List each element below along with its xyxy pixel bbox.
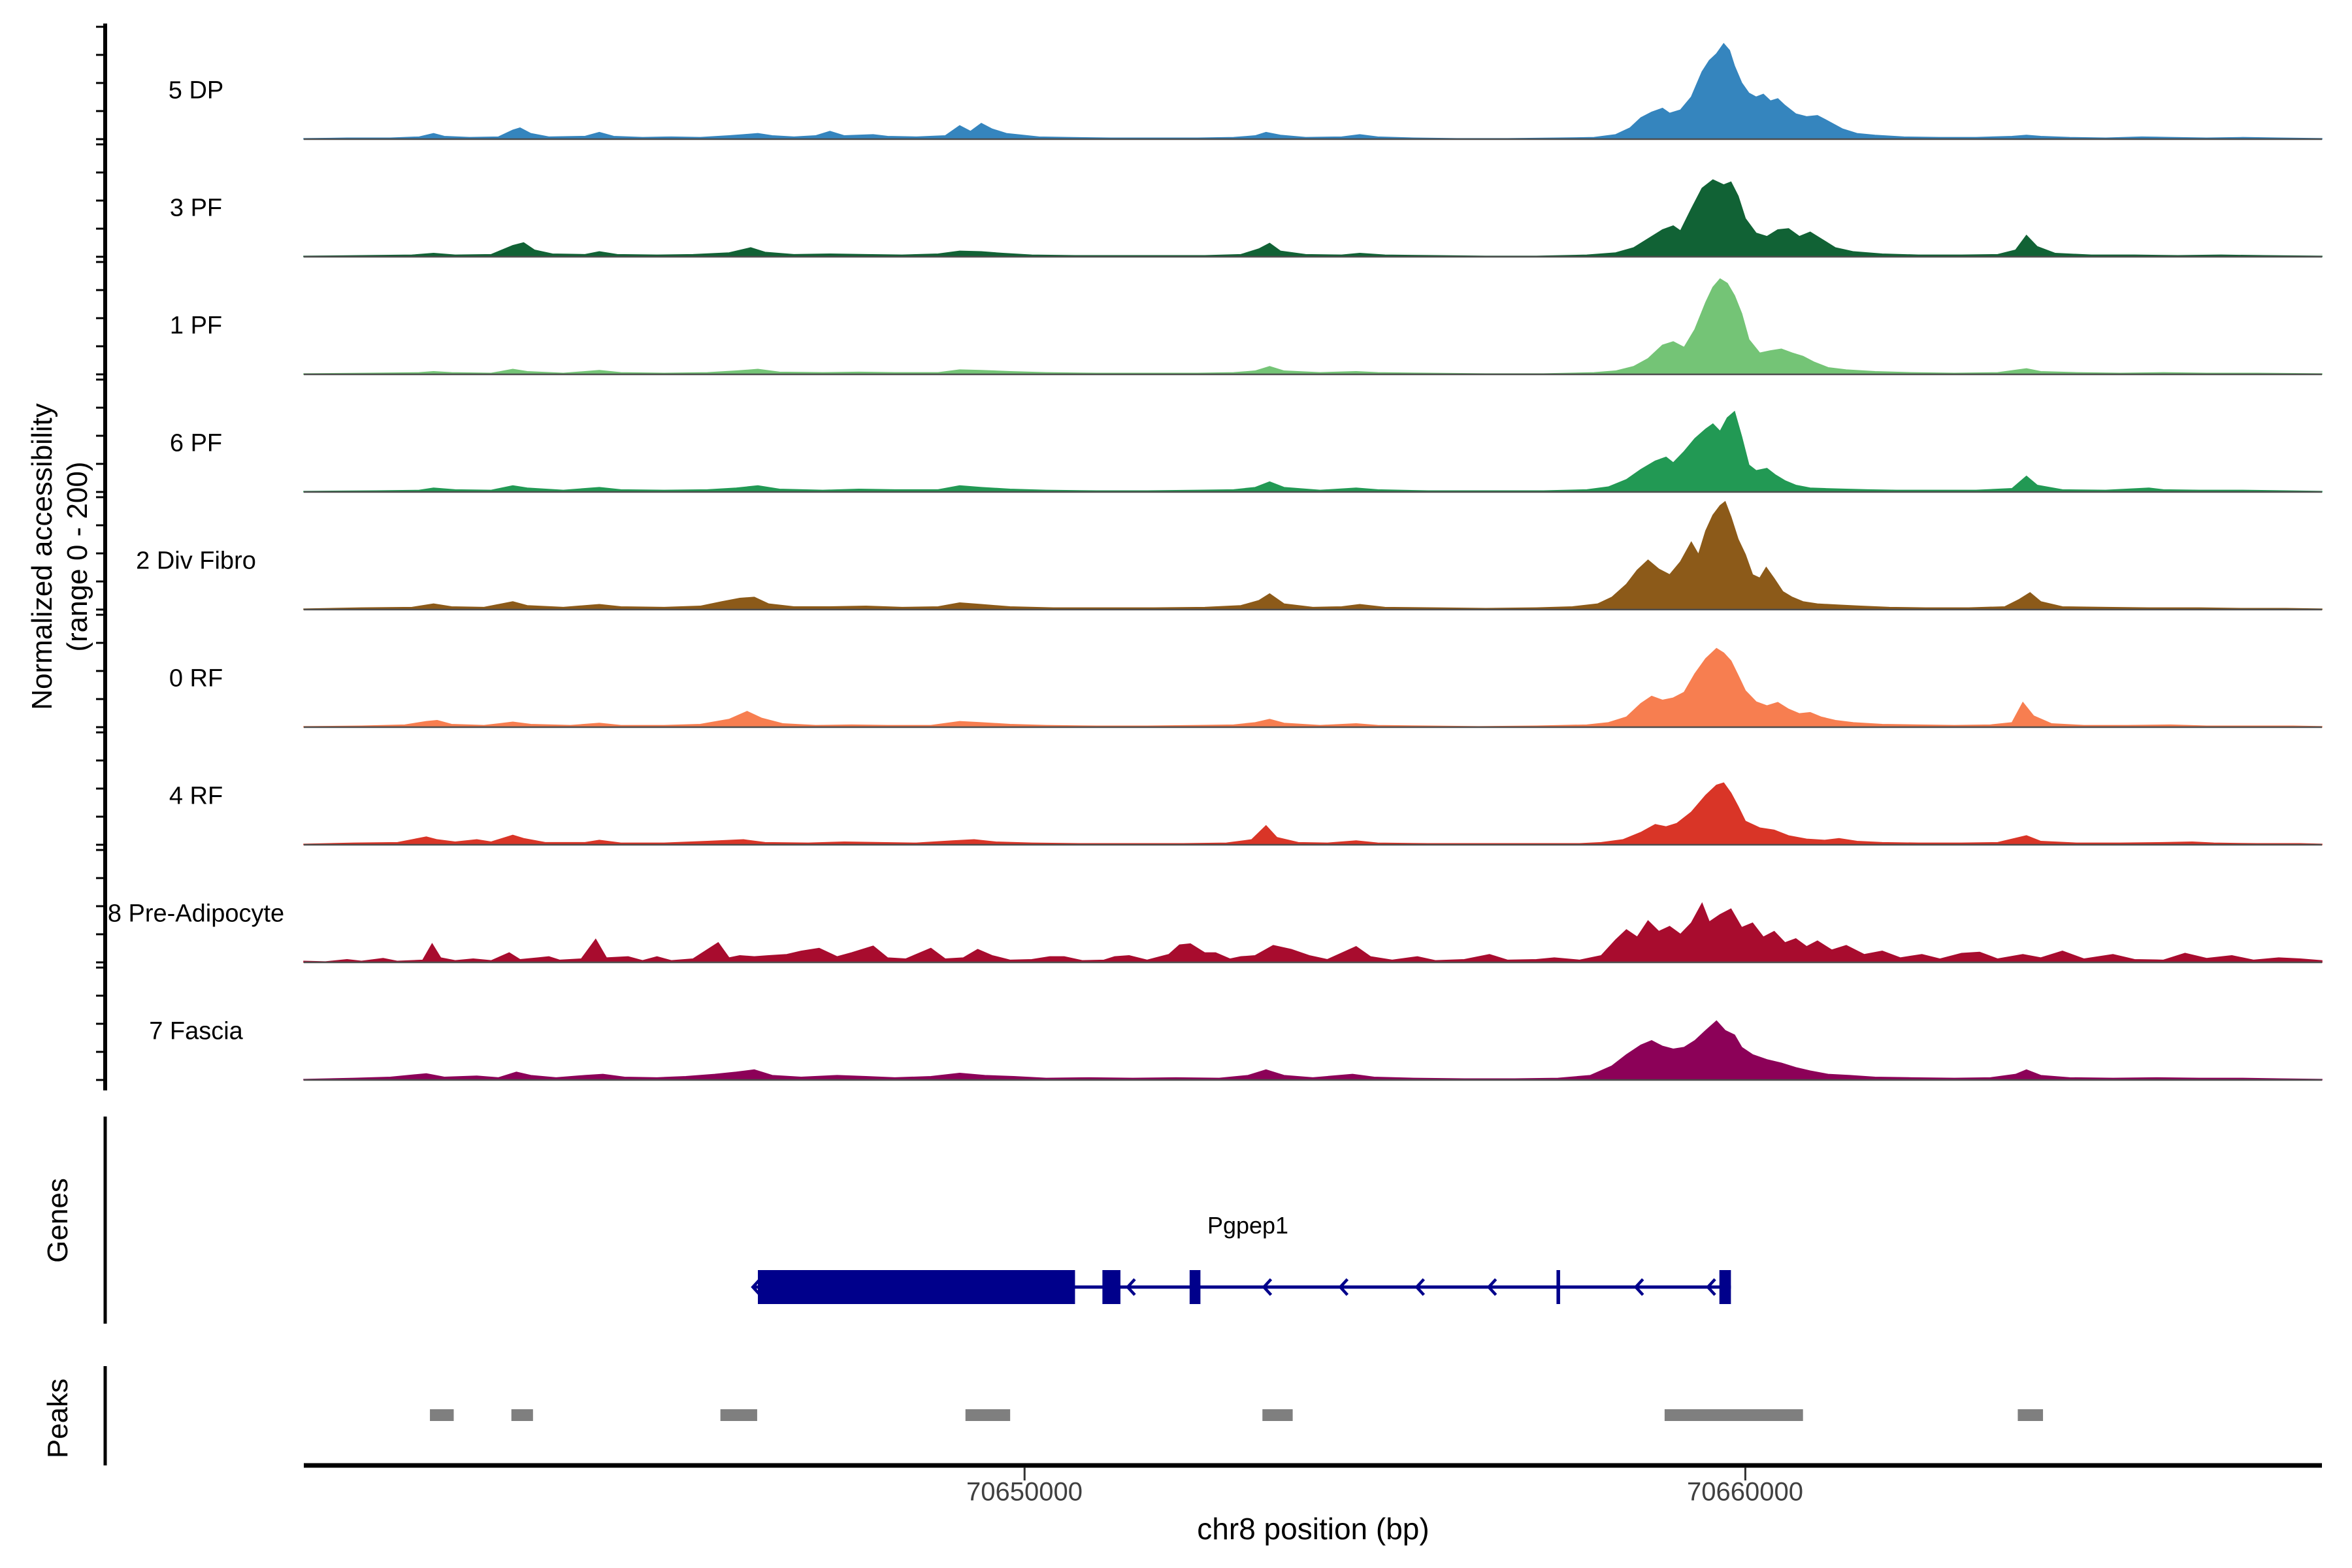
peak-interval <box>720 1409 757 1421</box>
track-label-3-pf: 3 PF <box>169 194 223 222</box>
track-label-8-pre-adipocyte: 8 Pre-Adipocyte <box>107 900 285 928</box>
accessibility-tracks <box>96 25 2323 1081</box>
peak-interval <box>965 1409 1011 1421</box>
track-label-4-rf: 4 RF <box>169 782 223 810</box>
gene-exon-box <box>1189 1270 1201 1304</box>
x-axis-title: chr8 position (bp) <box>1197 1512 1429 1546</box>
x-axis <box>304 1463 2322 1480</box>
track-6-pf <box>96 378 2323 493</box>
gene-strand-arrow-left-icon <box>1125 1278 1136 1296</box>
track-label-5-dp: 5 DP <box>168 76 224 105</box>
y-axis-title-line2: (range 0 - 200) <box>61 461 93 652</box>
track-area-4-rf <box>303 782 2323 845</box>
track-label-2-div-fibro: 2 Div Fibro <box>136 547 256 575</box>
track-area-0-rf <box>303 647 2323 728</box>
gene-utr-box <box>758 1270 1075 1304</box>
gene-strand-arrow-left-icon <box>751 1278 761 1296</box>
gene-exon-box <box>1719 1270 1731 1304</box>
track-2-div-fibro <box>96 496 2323 611</box>
track-7-fascia <box>96 966 2323 1081</box>
track-1-pf <box>96 261 2323 376</box>
track-4-rf <box>96 731 2323 846</box>
track-area-6-pf <box>303 410 2323 493</box>
gene-strand-arrow-left-icon <box>1633 1278 1644 1296</box>
track-area-7-fascia <box>303 1020 2323 1081</box>
track-area-5-dp <box>303 42 2323 140</box>
gene-strand-arrow-left-icon <box>1338 1278 1349 1296</box>
track-8-pre-adipocyte <box>96 849 2323 964</box>
peaks-track <box>430 1409 2044 1421</box>
peak-interval <box>430 1409 454 1421</box>
y-axis-title-line1: Normalized accessibility <box>26 403 58 710</box>
x-tick-label-70650000: 70650000 <box>966 1477 1083 1507</box>
peaks-axis-label: Peaks <box>42 1378 74 1459</box>
gene-name-label: Pgpep1 <box>1207 1212 1289 1239</box>
track-label-7-fascia: 7 Fascia <box>149 1017 243 1045</box>
gene-strand-arrow-left-icon <box>1486 1278 1497 1296</box>
peak-interval <box>1664 1409 1803 1421</box>
gene-exon-box <box>1556 1270 1560 1304</box>
y-axis-title: Normalized accessibility (range 0 - 200) <box>25 403 95 710</box>
gene-strand-arrow-left-icon <box>1706 1278 1716 1296</box>
gene-exon-box <box>1102 1270 1120 1304</box>
track-3-pf <box>96 143 2323 258</box>
peak-interval <box>511 1409 533 1421</box>
track-label-1-pf: 1 PF <box>169 312 223 340</box>
track-label-6-pf: 6 PF <box>169 429 223 457</box>
track-label-0-rf: 0 RF <box>169 664 223 693</box>
gene-strand-arrow-left-icon <box>1262 1278 1273 1296</box>
gene-strand-arrow-left-icon <box>1414 1278 1426 1296</box>
track-area-8-pre-adipocyte <box>303 902 2323 963</box>
track-area-1-pf <box>303 278 2323 375</box>
track-5-dp <box>96 25 2323 140</box>
track-area-3-pf <box>303 179 2323 257</box>
peak-interval <box>2017 1409 2044 1421</box>
peak-interval <box>1262 1409 1293 1421</box>
x-tick-label-70660000: 70660000 <box>1687 1477 1803 1507</box>
gene-model-pgpep1 <box>751 1270 1731 1304</box>
track-area-2-div-fibro <box>303 500 2323 610</box>
track-0-rf <box>96 613 2323 728</box>
genes-axis-label: Genes <box>42 1178 74 1263</box>
